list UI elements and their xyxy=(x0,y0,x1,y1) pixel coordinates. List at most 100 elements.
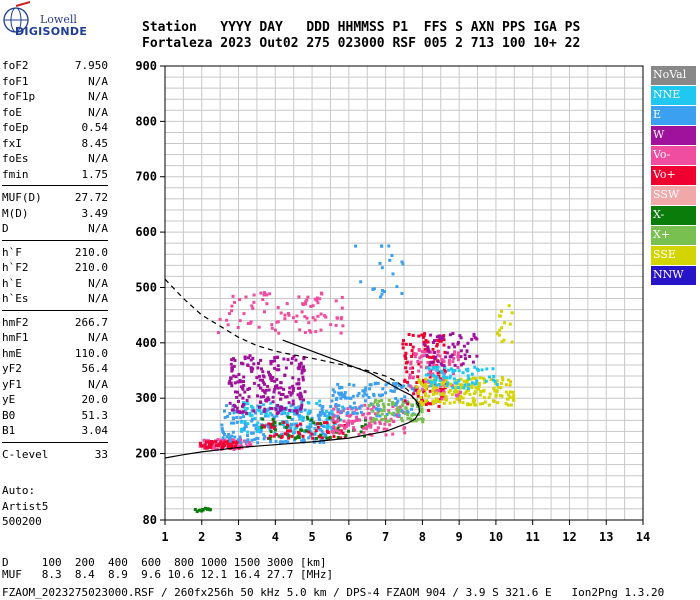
echo-point xyxy=(251,306,255,310)
echo-point xyxy=(291,384,295,388)
echo-point xyxy=(328,436,332,439)
echo-point xyxy=(262,437,266,441)
echo-point xyxy=(259,411,263,415)
echo-point xyxy=(298,422,302,426)
echo-point xyxy=(282,357,286,361)
echo-point xyxy=(451,332,455,335)
echo-point xyxy=(376,426,380,430)
echo-point xyxy=(398,383,401,387)
x-tick-label: 7 xyxy=(382,530,389,544)
echo-point xyxy=(466,387,470,390)
echo-point xyxy=(433,381,437,385)
echo-point xyxy=(373,412,377,416)
echo-point xyxy=(291,430,295,434)
echo-point xyxy=(330,399,334,403)
parameter-value: N/A xyxy=(88,377,108,391)
echo-point xyxy=(472,376,476,380)
globe-icon xyxy=(3,1,31,33)
parameter-value: N/A xyxy=(88,152,108,165)
echo-point xyxy=(238,298,242,301)
echo-point xyxy=(419,409,423,413)
echo-point xyxy=(244,423,248,427)
echo-point xyxy=(439,392,443,396)
echo-point xyxy=(499,382,503,385)
echo-point xyxy=(320,423,324,427)
echo-point xyxy=(290,434,294,438)
echo-point xyxy=(419,396,423,400)
echo-point xyxy=(369,383,373,387)
parameter-value: 1.75 xyxy=(81,167,109,181)
echo-point xyxy=(303,390,307,394)
echo-point xyxy=(495,379,499,383)
parameter-separator xyxy=(2,441,108,443)
echo-point xyxy=(367,396,371,399)
echo-point xyxy=(281,392,284,396)
echo-point xyxy=(397,413,401,417)
echo-point xyxy=(365,427,369,431)
parameter-label: yE xyxy=(2,393,16,406)
echo-point xyxy=(263,391,267,395)
echo-point xyxy=(470,381,474,385)
echo-point xyxy=(387,244,391,248)
parameter-row: yE 20.0 xyxy=(2,392,108,408)
echo-point xyxy=(404,342,408,346)
echo-point xyxy=(320,429,324,433)
echo-point xyxy=(269,377,273,381)
echo-point xyxy=(476,368,480,372)
echo-point xyxy=(203,443,207,447)
echo-point xyxy=(270,413,274,417)
echo-point xyxy=(275,356,279,360)
echo-point xyxy=(286,358,290,362)
echo-point xyxy=(287,313,291,317)
echo-point xyxy=(374,398,378,402)
echo-point xyxy=(400,260,404,264)
echo-point xyxy=(277,434,281,438)
echo-point xyxy=(388,419,392,423)
echo-point xyxy=(385,413,389,416)
echo-point xyxy=(361,394,365,398)
echo-point xyxy=(296,434,300,438)
echo-point xyxy=(487,375,491,379)
echo-point xyxy=(243,357,247,361)
echo-point xyxy=(221,446,225,450)
echo-point xyxy=(414,419,418,423)
echo-point xyxy=(429,333,433,337)
echo-point xyxy=(438,378,442,382)
echo-point xyxy=(417,334,421,338)
echo-point xyxy=(420,417,423,421)
echo-point xyxy=(228,312,231,316)
parameter-label: B1 xyxy=(2,424,16,437)
echo-point xyxy=(427,409,431,412)
echo-point xyxy=(301,434,305,438)
echo-point xyxy=(428,375,432,379)
echo-point xyxy=(429,384,433,388)
echo-point xyxy=(444,378,448,382)
echo-point xyxy=(223,433,226,436)
echo-point xyxy=(433,351,436,354)
echo-point xyxy=(417,369,421,373)
echo-point xyxy=(263,382,266,386)
legend-item: W xyxy=(651,126,696,145)
echo-point xyxy=(234,390,237,394)
echo-point xyxy=(325,421,329,425)
trace-fit-curve xyxy=(164,278,422,410)
echo-point xyxy=(233,300,237,304)
x-tick-label: 12 xyxy=(562,530,576,544)
echo-point xyxy=(413,387,417,391)
echo-point xyxy=(268,374,272,378)
echo-point xyxy=(237,373,241,376)
echo-point xyxy=(378,414,382,418)
echo-point xyxy=(254,411,257,415)
echo-point xyxy=(410,407,413,411)
echo-point xyxy=(343,424,346,427)
parameter-value: 266.7 xyxy=(74,315,108,329)
echo-point xyxy=(230,358,234,362)
echo-point xyxy=(391,382,395,386)
echo-point xyxy=(338,430,341,434)
echo-point xyxy=(325,436,329,440)
echo-point xyxy=(362,431,366,435)
echo-point xyxy=(359,430,363,434)
echo-point xyxy=(285,421,289,425)
echo-point xyxy=(231,441,235,444)
echo-point xyxy=(470,383,474,387)
